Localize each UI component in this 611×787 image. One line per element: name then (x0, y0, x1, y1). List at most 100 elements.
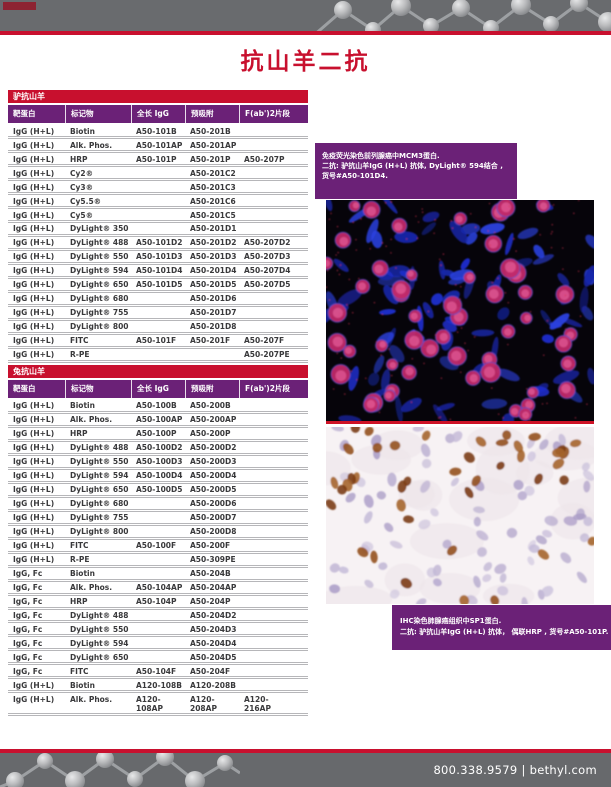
cell: A50-201D5 (190, 280, 237, 290)
cell: IgG (H+L) (13, 126, 55, 136)
cell: Alk. Phos. (70, 140, 113, 150)
cell (239, 526, 308, 537)
table-row: IgG (H+L) DyLight® 680 A50-201D6 (8, 293, 308, 307)
cell (239, 181, 308, 192)
table-row: IgG (H+L) FITC A50-100F A50-200F (8, 540, 308, 554)
cell (239, 307, 308, 318)
column-header: F(ab')2片段 (239, 105, 308, 123)
cell: IgG (H+L) (13, 154, 55, 164)
cell: Cy5® (70, 210, 94, 220)
table-row: IgG, Fc HRP A50-104P A50-204P (8, 596, 308, 610)
cell: A50-207D2 (244, 238, 291, 248)
cell: IgG (H+L) (13, 350, 55, 360)
cell: A50-200D2 (190, 443, 237, 453)
cell: IgG, Fc (13, 583, 43, 593)
antibody-table: 驴抗山羊 靶蛋白 标记物 全长 IgG 预吸附 F(ab')2片段 IgG (H+L) Bio… (8, 90, 308, 363)
cell (239, 623, 308, 634)
cell: A50-201D8 (190, 322, 237, 332)
antibody-table: 兔抗山羊 靶蛋白 标记物 全长 IgG 预吸附 F(ab')2片段 IgG (H+L) Bio… (8, 364, 308, 717)
cell: IgG (H+L) (13, 429, 55, 439)
cell: A50-100AP (136, 415, 183, 425)
cell (131, 623, 185, 634)
cell: A50-207D3 (244, 252, 291, 262)
cell: Alk. Phos. (70, 415, 113, 425)
cell: A50-104AP (136, 583, 183, 593)
column-header: 标记物 (65, 105, 131, 123)
cell (239, 125, 308, 136)
cell: IgG (H+L) (13, 415, 55, 425)
table-row: IgG (H+L) Alk. Phos. A50-100AP A50-200AP (8, 414, 308, 428)
table-row: IgG (H+L) DyLight® 650 A50-101D5 A50-201D5 A… (8, 279, 308, 293)
cell: A50-207PE (244, 350, 290, 360)
cell: IgG (H+L) (13, 401, 55, 411)
cell: IgG, Fc (13, 639, 43, 649)
cell: DyLight® 550 (70, 625, 129, 635)
cell (131, 651, 185, 662)
table-row: IgG (H+L) DyLight® 594 A50-100D4 A50-200D4 (8, 470, 308, 484)
cell (131, 195, 185, 206)
cell: A50-201D7 (190, 308, 237, 318)
cell: FITC (70, 336, 89, 346)
cell: IgG (H+L) (13, 527, 55, 537)
cell (131, 181, 185, 192)
table-header-row: 靶蛋白 标记物 全长 IgG 预吸附 F(ab')2片段 (8, 105, 308, 123)
table-row: IgG (H+L) HRP A50-100P A50-200P (8, 428, 308, 442)
table-row: IgG (H+L) DyLight® 550 A50-100D3 A50-200D3 (8, 456, 308, 470)
cell: A50-207D5 (244, 280, 291, 290)
cell: A50-204F (190, 667, 231, 677)
cell (131, 526, 185, 537)
cell (239, 512, 308, 523)
cell: IgG (H+L) (13, 457, 55, 467)
cell: A50-200AP (190, 415, 237, 425)
cell (239, 554, 308, 565)
cell: A50-309PE (190, 555, 236, 565)
cell: A50-201C2 (190, 168, 236, 178)
cell: IgG (H+L) (13, 695, 55, 704)
if-caption-line3: 货号#A50-101D4. (322, 172, 388, 180)
cell: A50-204D4 (190, 639, 237, 649)
table-row: IgG, Fc Biotin A50-204B (8, 568, 308, 582)
cell (239, 428, 308, 439)
table-row: IgG (H+L) Biotin A50-101B A50-201B (8, 125, 308, 139)
cell: A50-100D2 (136, 443, 183, 453)
cell (131, 167, 185, 178)
cell (239, 195, 308, 206)
table-row: IgG (H+L) DyLight® 488 A50-101D2 A50-201D2 A… (8, 237, 308, 251)
cell: A50-200D8 (190, 527, 237, 537)
cell: A50-100D4 (136, 471, 183, 481)
cell (131, 554, 185, 565)
cell: Biotin (70, 681, 95, 691)
cell: A50-201F (190, 336, 231, 346)
cell: DyLight® 650 (70, 280, 129, 290)
cell (239, 568, 308, 579)
cell: HRP (70, 429, 88, 439)
if-caption-line1: 免疫荧光染色前列腺癌中MCM3蛋白. (322, 152, 440, 160)
cell: DyLight® 680 (70, 499, 129, 509)
table-row: IgG (H+L) Cy5® A50-201C5 (8, 209, 308, 223)
table-row: IgG (H+L) DyLight® 350 A50-201D1 (8, 223, 308, 237)
cell (185, 349, 239, 360)
table-row: IgG (H+L) Alk. Phos. A50-101AP A50-201AP (8, 139, 308, 153)
cell (131, 223, 185, 234)
cell: A50-104P (136, 597, 177, 607)
antibody-tables: 驴抗山羊 靶蛋白 标记物 全长 IgG 预吸附 F(ab')2片段 IgG (H+L) Bio… (8, 90, 308, 717)
molecule-pattern-icon (0, 753, 240, 787)
table-row: IgG (H+L) DyLight® 755 A50-200D7 (8, 512, 308, 526)
cell: A50-101F (136, 336, 177, 346)
if-caption-line2: 二抗: 驴抗山羊IgG (H+L) 抗体, DyLight® 594结合 , (322, 162, 503, 170)
table-row: IgG (H+L) DyLight® 488 A50-100D2 A50-200D2 (8, 442, 308, 456)
ihc-caption: IHC染色肺腺癌组织中SP1蛋白. 二抗: 驴抗山羊IgG (H+L) 抗体， … (392, 605, 611, 650)
cell: A120-216AP (244, 695, 271, 713)
cell: A50-101D3 (136, 252, 183, 262)
page-header-band (0, 0, 611, 31)
cell: IgG (H+L) (13, 308, 55, 318)
cell (239, 414, 308, 425)
cell: A50-200P (190, 429, 231, 439)
table-row: IgG, Fc DyLight® 594 A50-204D4 (8, 637, 308, 652)
table-row: IgG (H+L) DyLight® 755 A50-201D7 (8, 307, 308, 321)
cell: HRP (70, 154, 88, 164)
cell: DyLight® 650 (70, 485, 129, 495)
cell: A50-101D5 (136, 280, 183, 290)
cell: IgG, Fc (13, 625, 43, 635)
cell (239, 139, 308, 150)
